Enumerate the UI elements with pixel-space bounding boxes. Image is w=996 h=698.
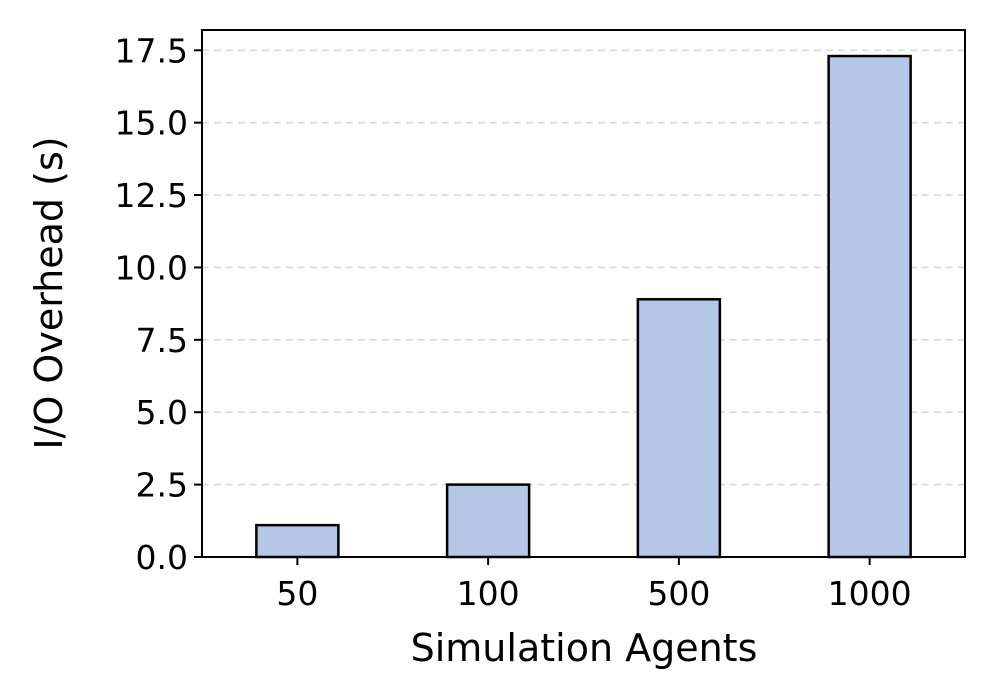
plot-frame [201,29,966,558]
y-tick-label: 2.5 [136,466,188,505]
bars [255,54,912,559]
y-axis-label: I/O Overhead (s) [27,136,71,449]
y-tick-label: 12.5 [115,176,188,215]
y-tick-label: 7.5 [136,321,188,360]
x-tick-label: 500 [647,574,710,613]
x-tick-label: 1000 [828,574,912,613]
y-axis-ticks: 0.0 2.5 5.0 7.5 10.0 12.5 15.0 17.5 [115,31,202,577]
bar-1000 [827,54,912,559]
bar-500 [636,298,722,559]
bar-50 [255,523,340,559]
bar-100 [445,483,531,559]
y-tick-label: 15.0 [115,104,188,143]
x-tick-label: 100 [457,574,520,613]
x-axis-ticks: 50 100 500 1000 [276,557,912,613]
y-tick-label: 17.5 [115,31,188,70]
x-tick-label: 50 [276,574,318,613]
y-tick-label: 5.0 [136,393,188,432]
y-tick-label: 0.0 [136,538,188,577]
x-axis-label: Simulation Agents [411,626,758,670]
y-tick-label: 10.0 [115,248,188,287]
